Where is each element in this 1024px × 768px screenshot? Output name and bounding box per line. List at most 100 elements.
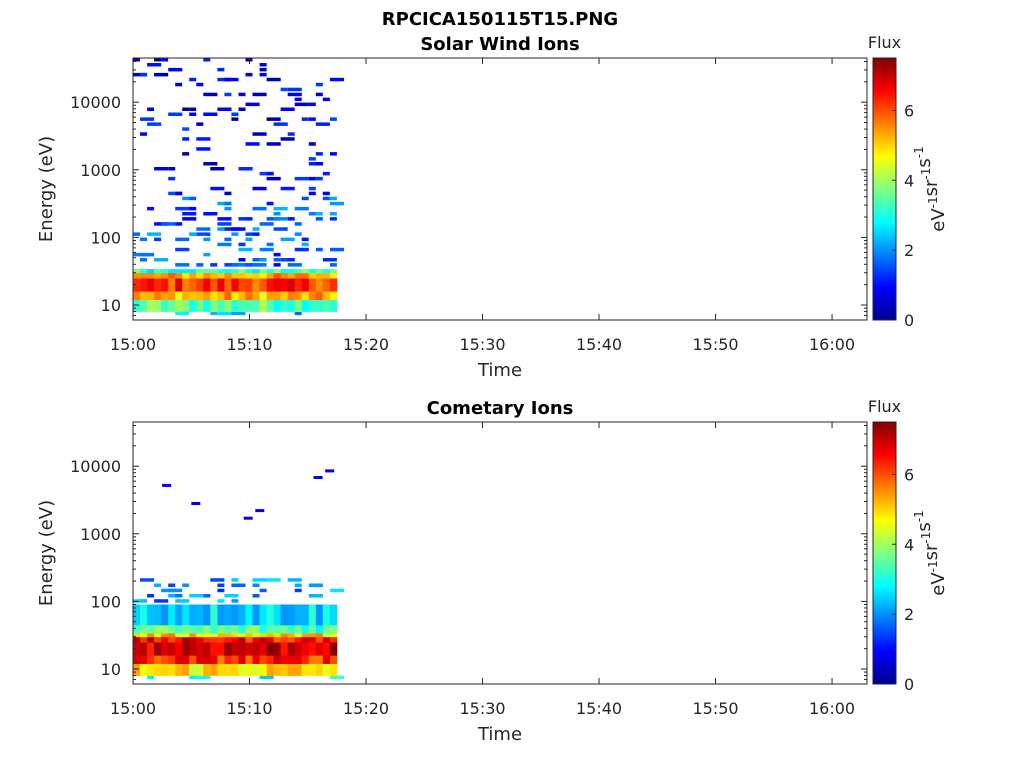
heatmap-cell <box>154 58 162 62</box>
heatmap-cell <box>182 291 190 300</box>
heatmap-cell <box>161 269 169 274</box>
heatmap-cell <box>175 222 183 226</box>
heatmap-cell <box>322 269 331 274</box>
heatmap-cell <box>140 578 155 582</box>
heatmap-cell <box>315 82 323 87</box>
heatmap-cell <box>245 299 253 312</box>
heatmap-cell <box>266 636 274 643</box>
heatmap-cell <box>140 258 147 262</box>
heatmap-cell <box>175 655 183 664</box>
colorbar-tick-label: 0 <box>904 675 914 694</box>
heatmap-cell <box>182 137 190 141</box>
heatmap-cell <box>140 599 147 603</box>
heatmap-cell <box>308 633 317 638</box>
heatmap-cell <box>168 588 183 593</box>
heatmap-cell <box>322 272 331 279</box>
heatmap-cell <box>189 232 197 236</box>
heatmap-cell <box>175 299 183 312</box>
heatmap-cell <box>322 655 331 664</box>
heatmap-cell <box>210 633 218 638</box>
heatmap-cell <box>140 663 148 676</box>
heatmap-cell <box>203 237 211 242</box>
heatmap-cell <box>245 642 253 656</box>
heatmap-cell <box>140 132 147 136</box>
heatmap-cell <box>154 237 162 242</box>
heatmap-cell <box>196 624 204 634</box>
heatmap-cell <box>133 278 141 292</box>
heatmap-cell <box>175 206 190 211</box>
heatmap-cell <box>287 217 295 221</box>
colorbar-title: Flux <box>868 33 901 52</box>
heatmap-cell <box>189 663 197 676</box>
heatmap-cells <box>133 58 344 316</box>
heatmap-cell <box>217 222 232 226</box>
heatmap-cell <box>231 299 239 312</box>
heatmap-cell <box>315 247 323 252</box>
heatmap-cell <box>238 92 246 97</box>
heatmap-cell <box>322 633 331 638</box>
heatmap-cell <box>308 272 317 279</box>
heatmap-cell <box>322 258 337 262</box>
solar-wind-panel: Solar Wind Ions 10 100 1000 10000 Energy (eV)… <box>36 33 949 381</box>
heatmap-cell <box>329 588 344 593</box>
heatmap-cell <box>273 642 281 656</box>
heatmap-cell <box>238 107 246 111</box>
heatmap-cell <box>210 642 218 656</box>
heatmap-cell <box>175 291 183 300</box>
y-axis-label: Energy (eV) <box>36 500 57 606</box>
heatmap-cell <box>259 63 267 67</box>
heatmap-cell <box>315 212 323 216</box>
heatmap-cell <box>154 291 162 300</box>
colorbar-unit-label: eV-1sr-1s-1 <box>912 510 949 595</box>
heatmap-cell <box>161 272 169 279</box>
heatmap-cell <box>168 642 176 656</box>
plot-frame <box>132 57 868 321</box>
heatmap-cell <box>273 663 281 676</box>
heatmap-cell <box>231 636 239 643</box>
heatmap-cell <box>203 594 211 598</box>
y-tick-label: 10000 <box>70 457 121 476</box>
heatmap-cell <box>329 636 338 643</box>
heatmap-cell <box>287 269 296 274</box>
heatmap-cell <box>231 599 239 603</box>
heatmap-cell <box>133 624 141 634</box>
heatmap-cell <box>329 201 344 206</box>
heatmap-cell <box>196 278 204 292</box>
heatmap-cell <box>252 272 260 279</box>
heatmap-cell <box>189 107 197 111</box>
heatmap-cell <box>168 67 183 72</box>
heatmap-cell <box>140 291 148 300</box>
heatmap-cell <box>280 655 288 664</box>
heatmap-cell <box>182 278 190 292</box>
heatmap-cell <box>224 191 232 196</box>
heatmap-cell <box>203 92 218 97</box>
heatmap-cell <box>203 642 211 656</box>
heatmap-cell <box>231 117 239 121</box>
heatmap-cell <box>140 633 148 638</box>
heatmap-cell <box>322 604 331 626</box>
heatmap-cell <box>210 636 218 643</box>
heatmap-cell <box>133 663 141 676</box>
heatmap-cell <box>196 232 204 236</box>
heatmap-cell <box>175 247 190 252</box>
heatmap-cell <box>161 642 169 656</box>
heatmap-cell <box>203 162 218 166</box>
heatmap-cell <box>210 291 218 300</box>
x-tick-label: 15:40 <box>576 699 622 718</box>
heatmap-cell <box>252 278 260 292</box>
heatmap-cell <box>266 201 274 206</box>
heatmap-cell <box>294 655 303 664</box>
heatmap-cell <box>266 278 274 292</box>
heatmap-cell <box>210 263 218 267</box>
heatmap-cell <box>231 291 239 300</box>
heatmap-cell <box>196 82 204 87</box>
heatmap-cell <box>140 655 148 664</box>
heatmap-cell <box>182 604 190 626</box>
heatmap-cell <box>238 247 253 252</box>
heatmap-cell <box>294 604 303 626</box>
heatmap-cell <box>259 258 267 262</box>
heatmap-cell <box>231 232 239 236</box>
heatmap-cell <box>315 162 323 166</box>
heatmap-cell <box>238 272 246 279</box>
heatmap-cell <box>231 583 246 587</box>
